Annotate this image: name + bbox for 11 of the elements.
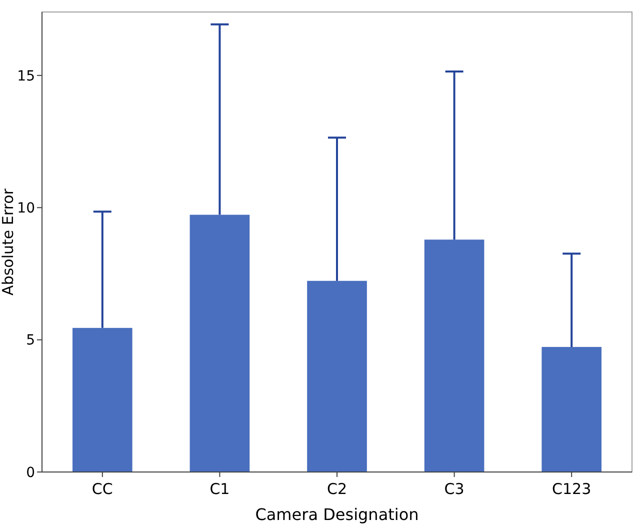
- x-tick-label: C1: [210, 480, 230, 498]
- y-tick-label: 5: [26, 332, 35, 349]
- x-tick-label: C2: [326, 480, 348, 498]
- x-tick-label: C123: [552, 480, 592, 498]
- y-axis-title: Absolute Error: [0, 188, 17, 296]
- x-axis-title: Camera Designation: [255, 505, 419, 524]
- y-tick-label: 0: [26, 464, 35, 481]
- y-tick-label: 15: [17, 68, 35, 84]
- x-tick-label: CC: [92, 480, 113, 498]
- x-tick-label: C3: [444, 480, 464, 498]
- y-tick-label: 10: [17, 200, 35, 217]
